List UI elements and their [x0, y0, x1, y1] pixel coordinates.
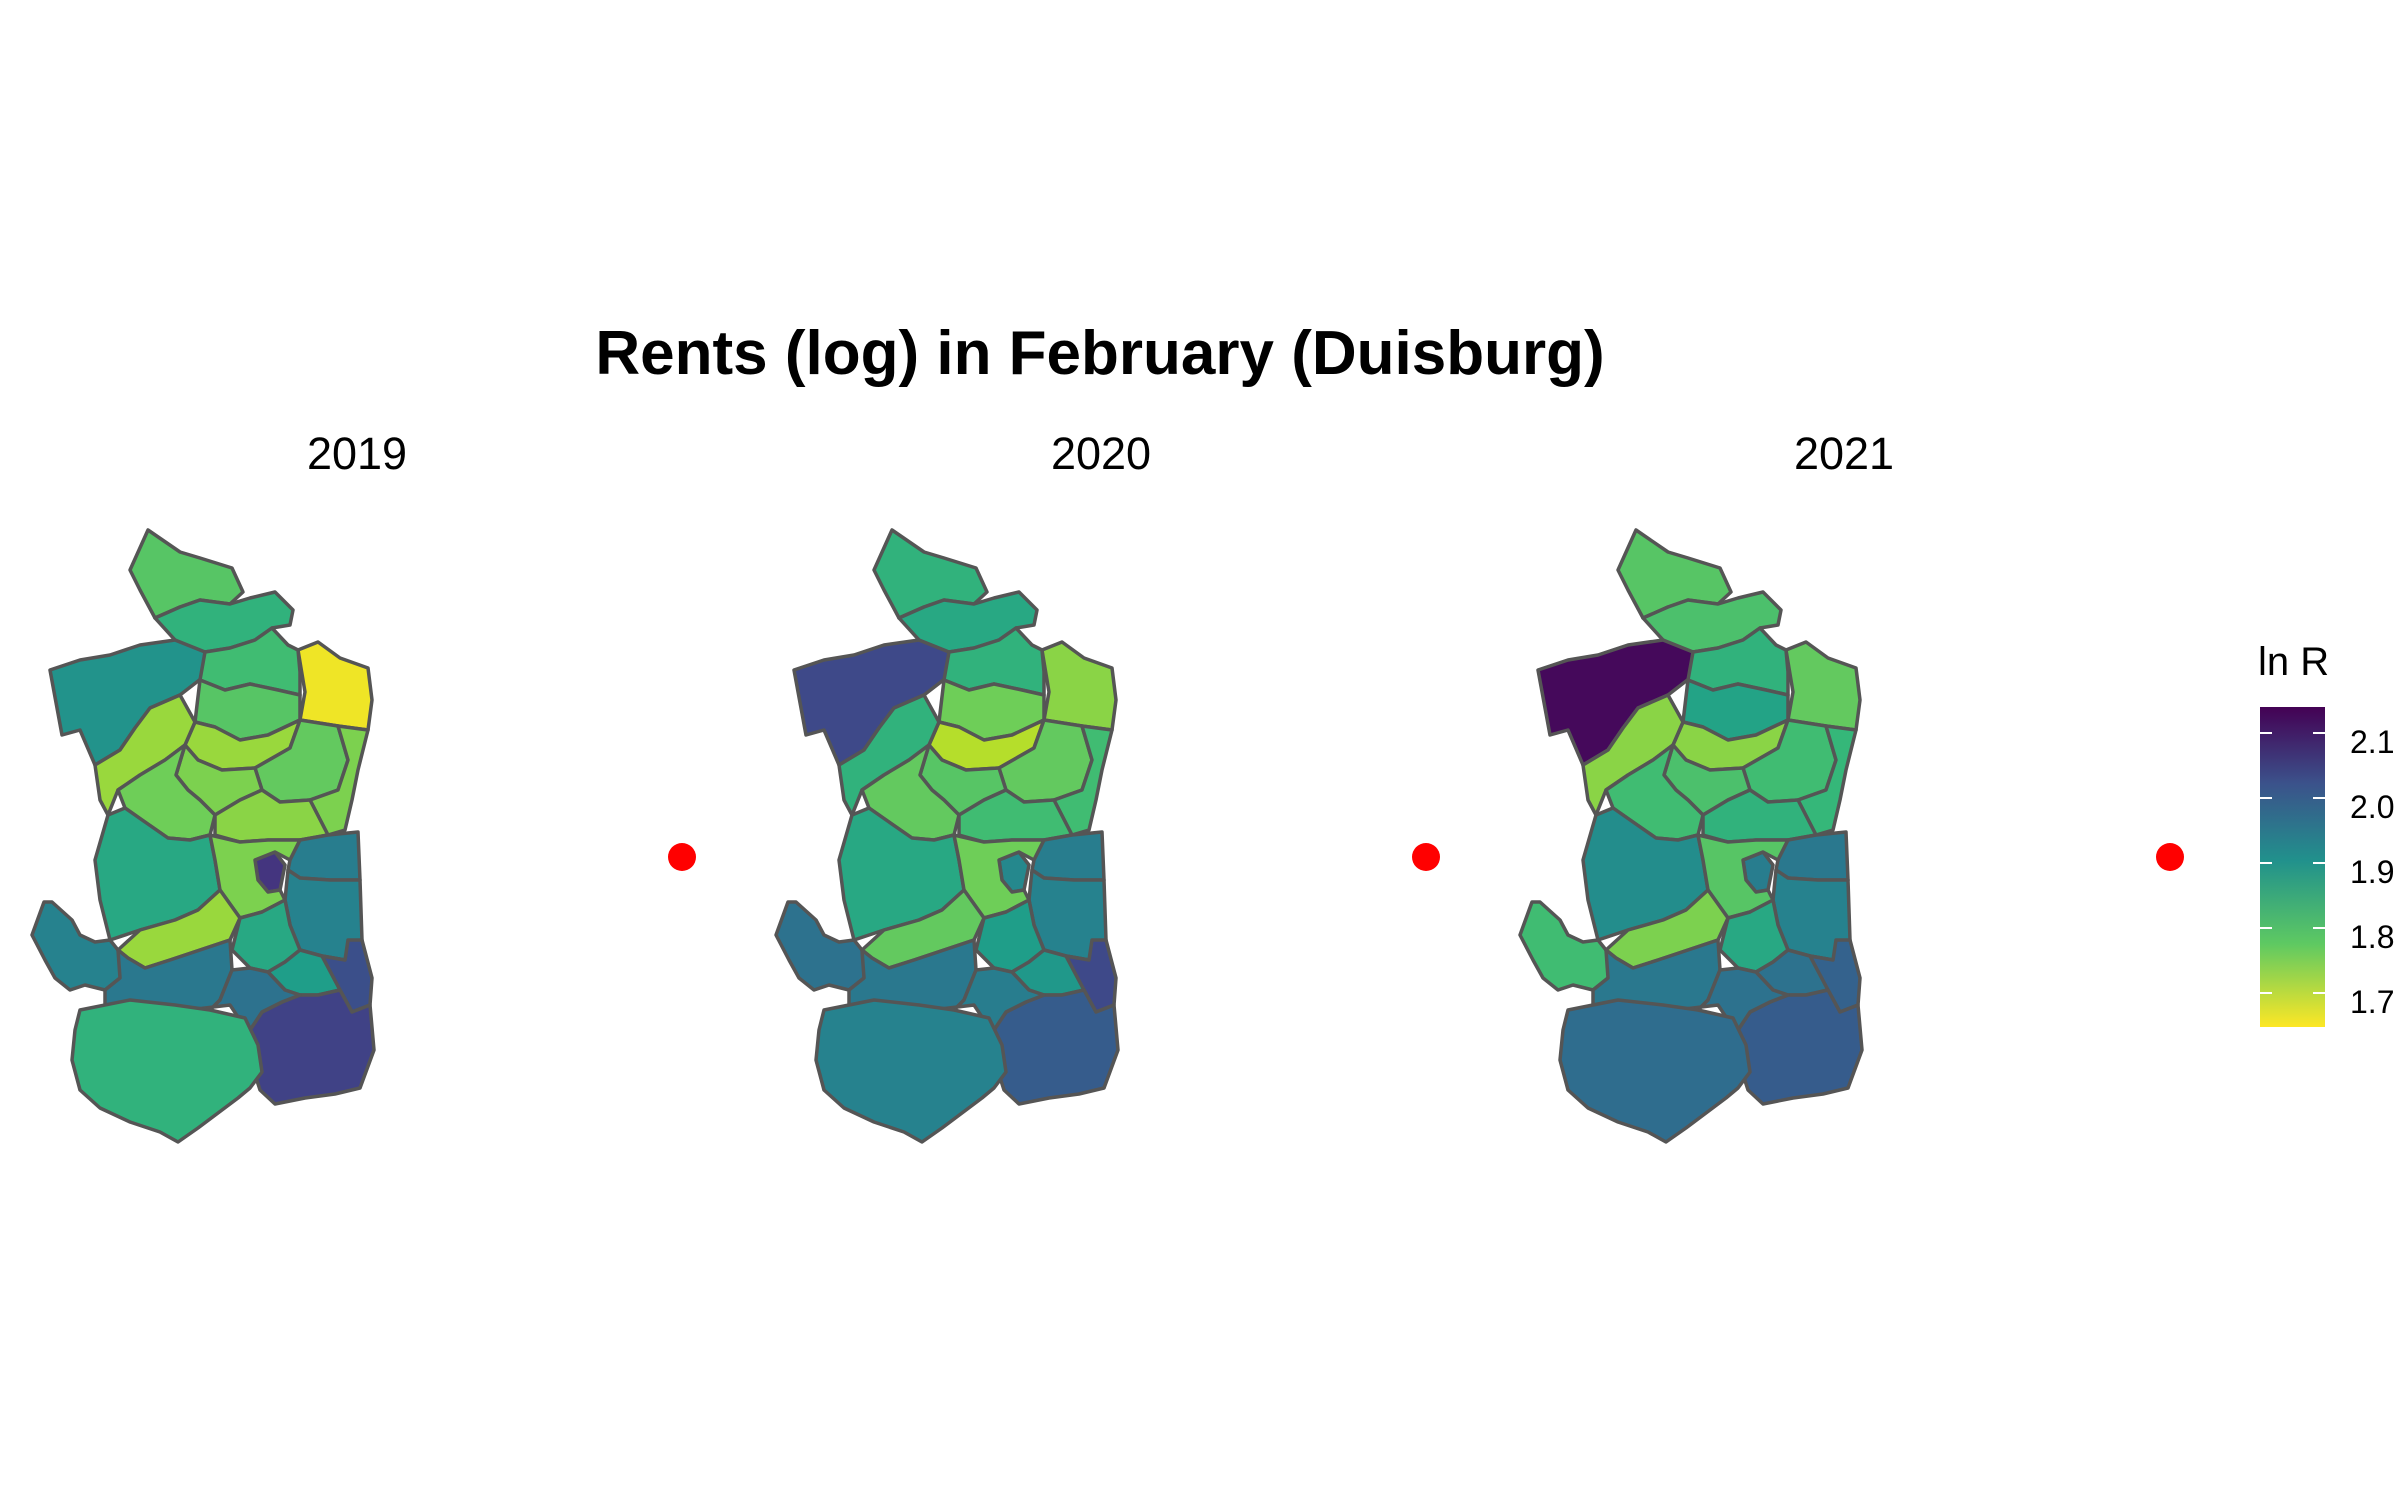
colorbar-tick	[2313, 797, 2325, 799]
district-e1	[286, 830, 362, 882]
colorbar-tick	[2260, 862, 2272, 864]
chart-title: Rents (log) in February (Duisburg)	[595, 319, 1605, 388]
map-panel-2021	[1518, 528, 1864, 1144]
legend-tick-label: 1.8	[2350, 919, 2395, 955]
colorbar-tick	[2313, 862, 2325, 864]
district-ne	[296, 640, 374, 732]
legend-tick-label: 2.1	[2350, 724, 2395, 760]
district-ne	[1784, 640, 1862, 732]
map-panel-2020	[774, 528, 1120, 1144]
legend-tick-label: 1.9	[2350, 854, 2395, 890]
panel-label-2020: 2020	[1050, 428, 1152, 479]
panel-label-2019: 2019	[306, 428, 408, 479]
district-ne	[1040, 640, 1118, 732]
district-south	[814, 998, 1008, 1144]
colorbar-tick	[2260, 797, 2272, 799]
legend-tick-label: 2.0	[2350, 789, 2395, 825]
colorbar-tick	[2260, 732, 2272, 734]
colorbar-tick	[2260, 992, 2272, 994]
legend-tick-label: 1.7	[2350, 984, 2395, 1020]
colorbar-tick	[2313, 732, 2325, 734]
colorbar-tick	[2313, 992, 2325, 994]
colorbar-tick	[2260, 927, 2272, 929]
colorbar-tick	[2313, 927, 2325, 929]
legend-title: ln R	[2258, 640, 2330, 684]
marker-2021	[2156, 843, 2184, 871]
district-south	[1558, 998, 1752, 1144]
district-e1	[1774, 830, 1850, 882]
panel-label-2021: 2021	[1793, 428, 1895, 479]
map-panel-2019	[30, 528, 376, 1144]
district-e1	[1030, 830, 1106, 882]
district-south	[70, 998, 264, 1144]
legend-colorbar	[2260, 707, 2325, 1027]
marker-2019	[668, 843, 696, 871]
marker-2020	[1412, 843, 1440, 871]
